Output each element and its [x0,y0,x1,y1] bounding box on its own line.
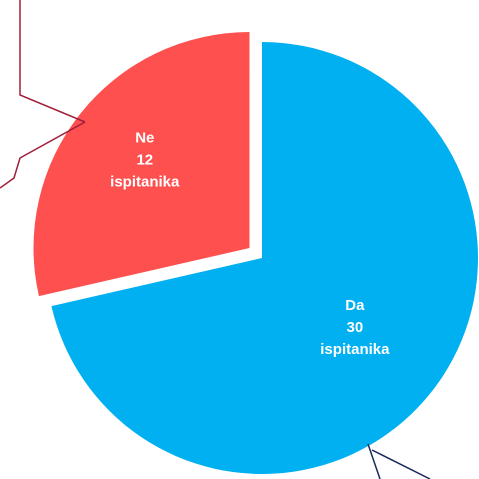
slice-value-label: 12 ispitanika [110,152,180,191]
leader-line [19,0,86,123]
leader-line [371,449,431,479]
slice [51,42,478,474]
leader-line [0,121,86,189]
leader-line [367,443,381,479]
slice-category: Da [345,297,365,314]
slice [33,32,250,297]
slice-value-label: 30 ispitanika [320,319,390,358]
labels: Da 30 ispitanika Ne 12 ispitanika [110,130,390,359]
slice-category: Ne [135,130,154,147]
slices [33,32,478,474]
